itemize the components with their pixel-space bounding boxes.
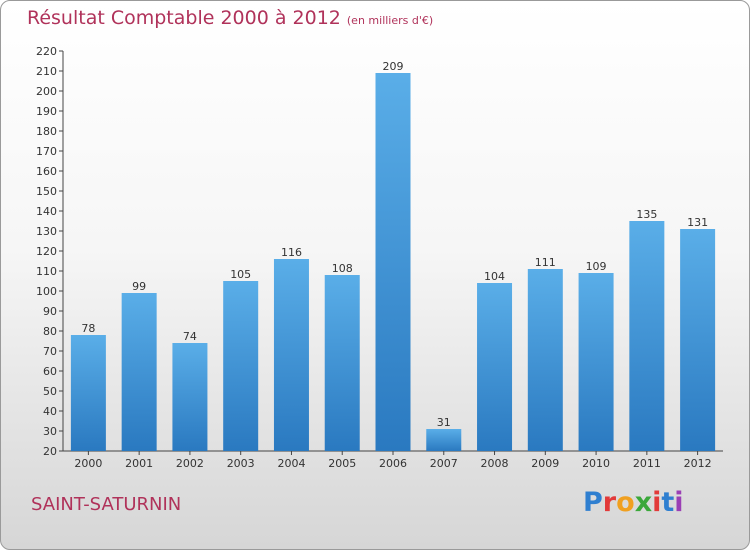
value-label: 105 <box>230 268 251 281</box>
y-tick-label: 210 <box>36 65 57 78</box>
y-tick-label: 50 <box>43 385 57 398</box>
value-label: 131 <box>687 216 708 229</box>
y-tick-label: 140 <box>36 205 57 218</box>
x-tick-label: 2003 <box>227 457 255 470</box>
y-tick-label: 20 <box>43 445 57 458</box>
value-label: 78 <box>81 322 95 335</box>
y-tick-label: 80 <box>43 325 57 338</box>
location-name: SAINT-SATURNIN <box>31 494 182 515</box>
y-tick-label: 120 <box>36 245 57 258</box>
value-label: 109 <box>586 260 607 273</box>
x-tick-label: 2002 <box>176 457 204 470</box>
chart-units: (en milliers d'€) <box>346 14 434 27</box>
y-tick-label: 170 <box>36 145 57 158</box>
x-tick-label: 2000 <box>74 457 102 470</box>
x-tick-label: 2001 <box>125 457 153 470</box>
logo-letter: o <box>616 487 635 518</box>
bar-2007 <box>426 429 462 451</box>
bar-2000 <box>70 335 106 451</box>
bar-2003 <box>223 281 259 451</box>
bar-2011 <box>629 221 665 451</box>
y-tick-label: 160 <box>36 165 57 178</box>
logo-letter: P <box>583 487 603 518</box>
logo-letter: x <box>634 487 653 518</box>
logo-letter: i <box>674 487 684 518</box>
y-tick-label: 70 <box>43 345 57 358</box>
y-tick-label: 130 <box>36 225 57 238</box>
chart-title-text: Résultat Comptable 2000 à 2012 <box>27 7 341 29</box>
y-tick-label: 100 <box>36 285 57 298</box>
x-tick-label: 2011 <box>633 457 661 470</box>
y-tick-label: 60 <box>43 365 57 378</box>
logo-letter: i <box>652 487 662 518</box>
value-label: 116 <box>281 246 302 259</box>
x-tick-label: 2009 <box>531 457 559 470</box>
x-tick-label: 2007 <box>430 457 458 470</box>
y-tick-label: 40 <box>43 405 57 418</box>
value-label: 209 <box>383 60 404 73</box>
bar-2006 <box>375 73 411 451</box>
x-tick-label: 2005 <box>328 457 356 470</box>
bar-2012 <box>680 229 716 451</box>
bar-2005 <box>324 275 360 451</box>
x-tick-label: 2012 <box>684 457 712 470</box>
y-tick-label: 90 <box>43 305 57 318</box>
value-label: 111 <box>535 256 556 269</box>
value-label: 99 <box>132 280 146 293</box>
bar-2010 <box>578 273 614 451</box>
value-label: 135 <box>636 208 657 221</box>
value-label: 104 <box>484 270 505 283</box>
chart-title: Résultat Comptable 2000 à 2012 (en millie… <box>27 7 433 29</box>
value-label: 31 <box>437 416 451 429</box>
x-tick-label: 2008 <box>481 457 509 470</box>
bar-2001 <box>121 293 157 451</box>
bar-2008 <box>477 283 513 451</box>
logo-letter: t <box>661 487 675 518</box>
bar-2004 <box>273 259 309 451</box>
y-tick-label: 220 <box>36 45 57 58</box>
y-tick-label: 200 <box>36 85 57 98</box>
x-tick-label: 2006 <box>379 457 407 470</box>
proxiti-logo: Proxiti <box>583 487 684 518</box>
value-label: 108 <box>332 262 353 275</box>
bar-2002 <box>172 343 208 451</box>
y-tick-label: 150 <box>36 185 57 198</box>
logo-letter: r <box>602 487 617 518</box>
x-tick-label: 2004 <box>277 457 305 470</box>
value-label: 74 <box>183 330 197 343</box>
bar-2009 <box>527 269 563 451</box>
y-tick-label: 190 <box>36 105 57 118</box>
x-tick-label: 2010 <box>582 457 610 470</box>
y-tick-label: 30 <box>43 425 57 438</box>
y-tick-label: 180 <box>36 125 57 138</box>
y-tick-label: 110 <box>36 265 57 278</box>
